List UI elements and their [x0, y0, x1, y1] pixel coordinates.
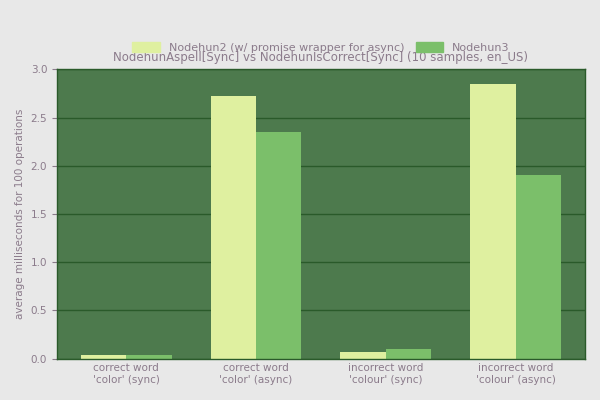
Bar	[81, 355, 127, 358]
Bar	[470, 84, 515, 358]
Title: NodehunAspell[Sync] vs NodehunIsCorrect[Sync] (10 samples, en_US): NodehunAspell[Sync] vs NodehunIsCorrect[…	[113, 51, 529, 64]
Bar	[127, 355, 172, 358]
Bar	[256, 132, 301, 358]
Bar	[386, 349, 431, 358]
Legend: Nodehun2 (w/ promise wrapper for async), Nodehun3: Nodehun2 (w/ promise wrapper for async),…	[128, 38, 514, 57]
Bar	[340, 352, 386, 358]
Y-axis label: average milliseconds for 100 operations: average milliseconds for 100 operations	[15, 109, 25, 319]
Bar	[211, 96, 256, 358]
Bar	[515, 176, 561, 358]
